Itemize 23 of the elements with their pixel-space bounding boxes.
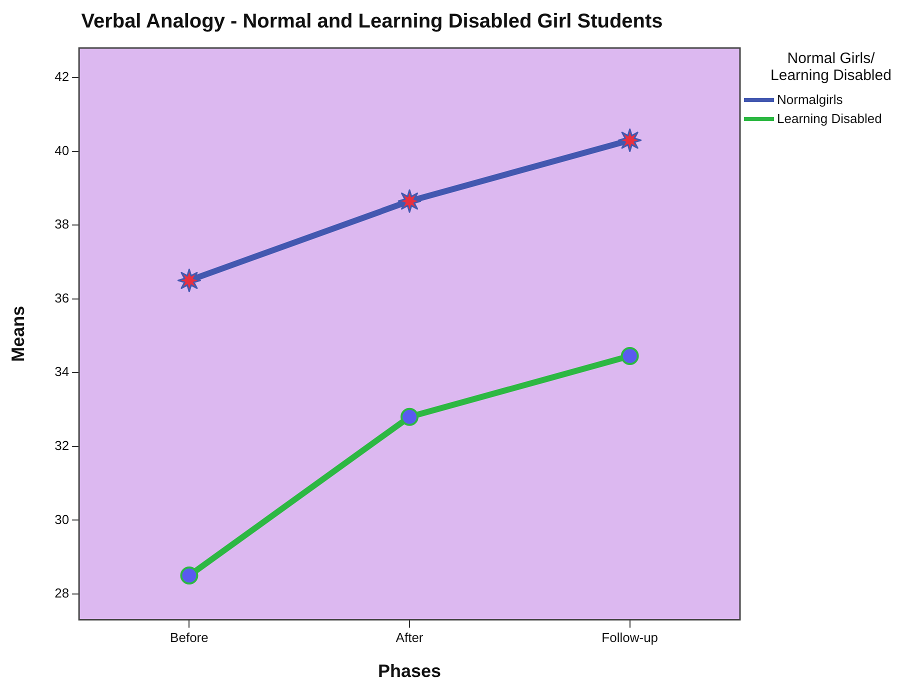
y-tick-label: 38: [54, 216, 70, 232]
y-tick-label: 40: [54, 142, 70, 158]
y-axis-title: Means: [8, 306, 28, 362]
y-tick-label: 42: [54, 69, 70, 84]
x-axis-title: Phases: [378, 661, 442, 682]
legend-title: Normal Girls/ Learning Disabled: [770, 50, 892, 84]
point: [618, 128, 642, 152]
chart-title: Verbal Analogy - Normal and Learning Disabled Girl Students: [81, 10, 663, 33]
y-tick-label: 34: [54, 364, 70, 380]
point: [398, 189, 422, 213]
legend-label: Normalgirls: [777, 92, 843, 107]
y-tick-label: 28: [54, 586, 70, 601]
y-tick-label: 36: [54, 290, 70, 306]
legend-label: Learning Disabled: [777, 111, 882, 126]
x-tick-label: After: [396, 630, 424, 646]
point: [177, 268, 201, 292]
point: [400, 408, 419, 426]
y-tick-label: 30: [54, 512, 70, 527]
x-tick-label: Before: [170, 630, 208, 646]
point: [180, 566, 198, 585]
x-tick-label: Follow-up: [602, 630, 658, 646]
point: [620, 347, 639, 366]
y-tick-label: 32: [54, 438, 70, 453]
